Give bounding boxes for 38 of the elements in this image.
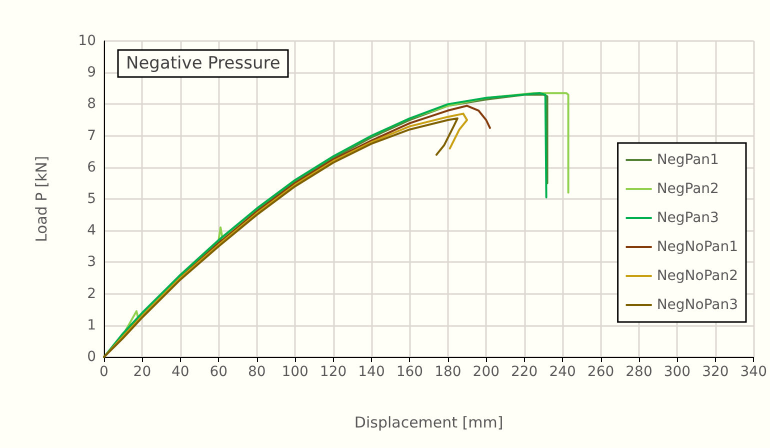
legend-label: NegNoPan2 [656, 268, 738, 284]
x-tick-label: 200 [472, 364, 500, 380]
x-tick-label: 20 [133, 364, 152, 380]
legend-label: NegPan3 [656, 210, 719, 226]
y-tick-label: 4 [87, 222, 96, 239]
y-tick-label: 3 [87, 254, 96, 270]
x-tick-label: 160 [396, 364, 424, 380]
legend-label: NegNoPan3 [656, 297, 738, 313]
x-axis-title: Displacement [mm] [354, 414, 504, 432]
legend-label: NegNoPan1 [656, 239, 738, 255]
y-axis-title: Load P [kN] [32, 156, 50, 242]
x-tick-label: 80 [248, 364, 266, 380]
x-tick-label: 240 [549, 364, 576, 380]
x-tick-label: 180 [434, 364, 462, 380]
x-tick-label: 260 [587, 364, 614, 380]
x-tick-label: 0 [100, 364, 108, 380]
legend-label: NegPan2 [656, 181, 719, 197]
x-tick-label: 140 [358, 364, 385, 380]
x-tick-label: 220 [510, 364, 538, 380]
legend-label: NegPan1 [656, 152, 719, 168]
x-tick-label: 340 [740, 364, 768, 380]
y-tick-label: 6 [87, 159, 96, 176]
x-tick-label: 280 [626, 364, 652, 380]
y-tick-label: 8 [87, 96, 96, 112]
y-tick-label: 9 [87, 64, 96, 81]
y-tick-label: 5 [87, 191, 96, 207]
y-tick-label: 1 [87, 317, 96, 334]
y-tick-label: 0 [87, 349, 96, 365]
x-tick-label: 120 [320, 364, 347, 380]
y-tick-label: 2 [87, 286, 96, 302]
text: Negative Pressure [126, 54, 280, 74]
y-tick-label: 10 [78, 33, 96, 49]
x-tick-label: 40 [172, 364, 190, 380]
x-tick-label: 100 [282, 364, 308, 380]
x-tick-label: 300 [664, 364, 691, 380]
y-tick-label: 7 [87, 128, 96, 144]
x-tick-label: 60 [210, 364, 228, 380]
x-tick-label: 320 [702, 364, 729, 380]
